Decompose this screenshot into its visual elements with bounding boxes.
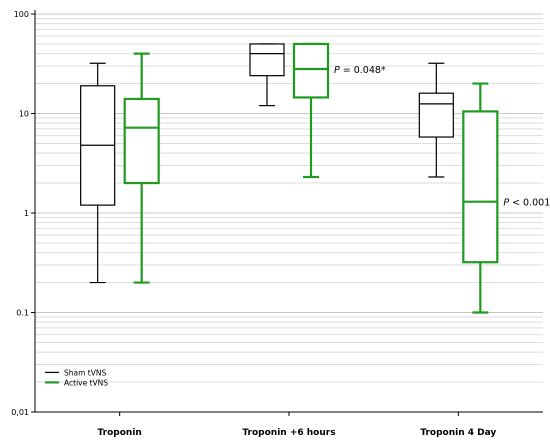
y-tick-label: 100	[14, 10, 29, 19]
box-iqr	[249, 43, 285, 77]
y-tick-label: 1	[24, 209, 29, 218]
annotations: P = 0.048* P < 0.001*	[334, 65, 550, 209]
x-category-label: Troponin	[98, 428, 142, 438]
gridlines	[35, 13, 543, 413]
p-value-annotation: P < 0.001*	[503, 198, 550, 209]
box-sham	[418, 62, 454, 178]
legend-label: Active tVNS	[64, 378, 108, 387]
axes: 0,01 0.1 1 10 100 Troponin Troponin +6 hours Tr…	[11, 10, 543, 438]
legend-item: Active tVNS	[45, 378, 108, 387]
box-iqr	[292, 42, 330, 99]
y-tick-label: 0,01	[11, 408, 29, 417]
box-active	[123, 52, 160, 284]
x-category-label: Troponin 4 Day	[420, 428, 496, 438]
box-active	[462, 82, 499, 314]
x-category-label: Troponin +6 hours	[242, 428, 335, 438]
boxes	[80, 42, 499, 314]
p-value-annotation: P = 0.048*	[334, 65, 386, 76]
legend-label: Sham tVNS	[64, 368, 106, 377]
box-iqr	[462, 110, 499, 264]
y-tick-label: 10	[19, 110, 29, 119]
box-sham	[249, 43, 285, 107]
box-iqr	[418, 92, 454, 138]
box-active	[292, 42, 330, 179]
box-sham	[80, 62, 116, 284]
box-iqr	[123, 97, 160, 185]
y-tick-label: 0.1	[16, 309, 29, 318]
legend-item: Sham tVNS	[45, 368, 106, 377]
